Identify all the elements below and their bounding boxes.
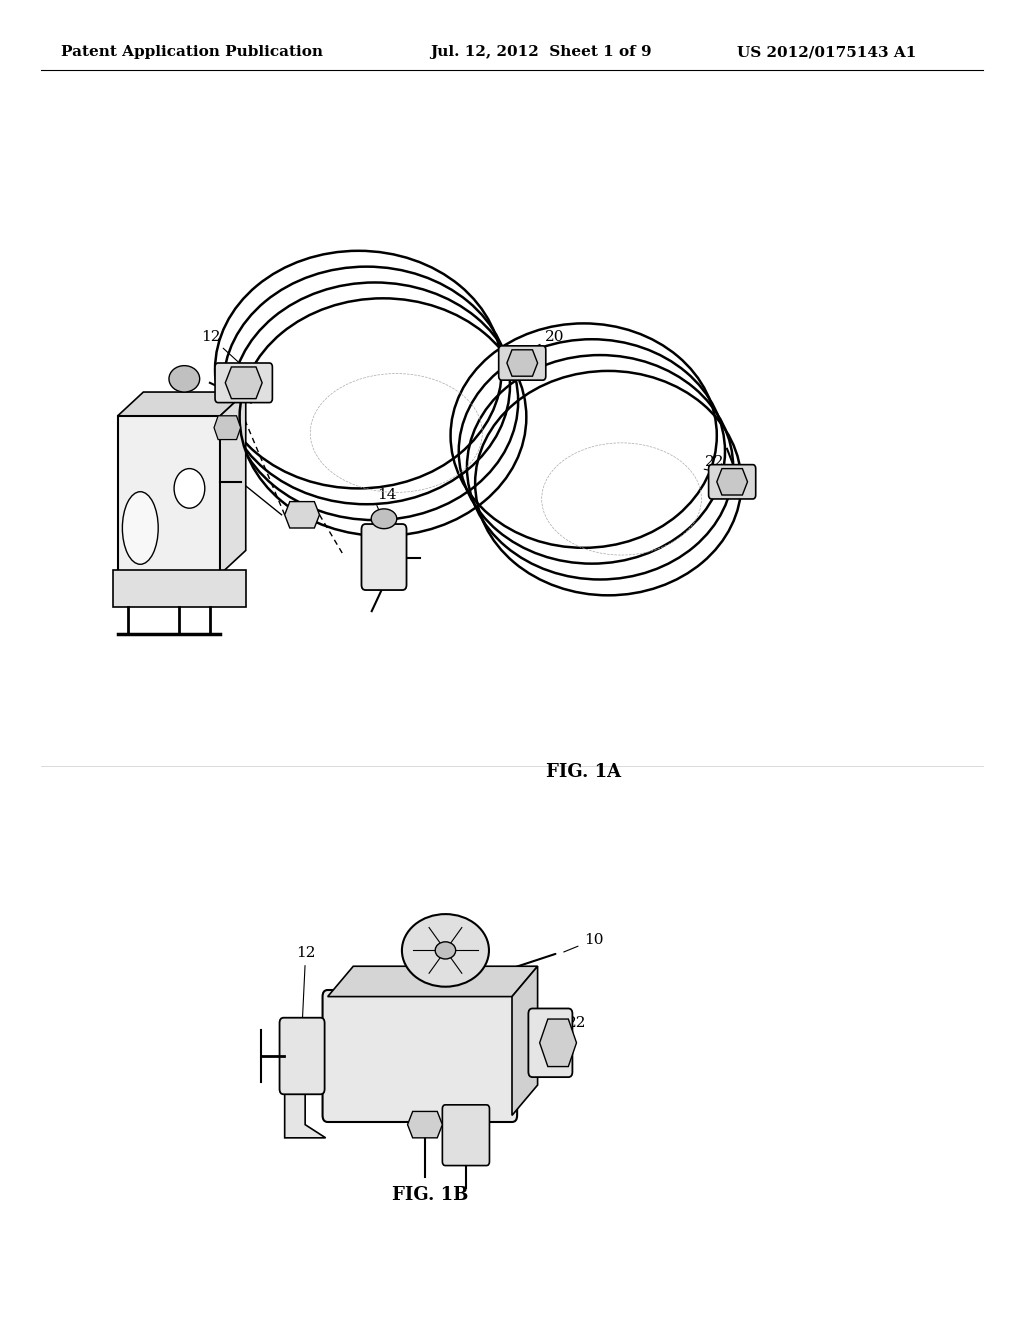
FancyBboxPatch shape: [118, 416, 220, 574]
Text: 14: 14: [522, 1068, 542, 1081]
Ellipse shape: [174, 469, 205, 508]
Ellipse shape: [123, 491, 159, 565]
Polygon shape: [118, 392, 246, 416]
Text: 20: 20: [440, 940, 460, 953]
FancyBboxPatch shape: [215, 363, 272, 403]
Text: 12: 12: [296, 946, 315, 1024]
Text: Patent Application Publication: Patent Application Publication: [61, 45, 324, 59]
Ellipse shape: [435, 942, 456, 958]
Ellipse shape: [401, 913, 489, 987]
Text: 22: 22: [705, 455, 724, 469]
Text: 12: 12: [201, 330, 242, 366]
Text: FIG. 1A: FIG. 1A: [546, 763, 622, 781]
Polygon shape: [285, 1032, 326, 1138]
Text: 18: 18: [402, 1096, 422, 1109]
Polygon shape: [285, 502, 319, 528]
Text: Jul. 12, 2012  Sheet 1 of 9: Jul. 12, 2012 Sheet 1 of 9: [430, 45, 651, 59]
FancyBboxPatch shape: [499, 346, 546, 380]
FancyBboxPatch shape: [323, 990, 517, 1122]
Polygon shape: [328, 966, 538, 997]
FancyBboxPatch shape: [280, 1018, 325, 1094]
Polygon shape: [225, 367, 262, 399]
FancyBboxPatch shape: [528, 1008, 572, 1077]
Text: 22: 22: [567, 1016, 587, 1030]
Polygon shape: [717, 469, 748, 495]
FancyBboxPatch shape: [113, 570, 246, 607]
Text: 14: 14: [377, 488, 396, 502]
Polygon shape: [214, 416, 241, 440]
FancyBboxPatch shape: [361, 524, 407, 590]
Polygon shape: [408, 1111, 442, 1138]
Ellipse shape: [169, 366, 200, 392]
Text: 18: 18: [290, 515, 309, 528]
Text: 20: 20: [545, 330, 564, 343]
Text: 10: 10: [584, 933, 603, 946]
FancyBboxPatch shape: [442, 1105, 489, 1166]
FancyBboxPatch shape: [709, 465, 756, 499]
Polygon shape: [220, 392, 246, 574]
Polygon shape: [507, 350, 538, 376]
Polygon shape: [512, 966, 538, 1115]
Polygon shape: [540, 1019, 577, 1067]
Ellipse shape: [371, 510, 397, 528]
Text: US 2012/0175143 A1: US 2012/0175143 A1: [737, 45, 916, 59]
Text: FIG. 1B: FIG. 1B: [392, 1185, 468, 1204]
Text: 16: 16: [127, 480, 146, 494]
